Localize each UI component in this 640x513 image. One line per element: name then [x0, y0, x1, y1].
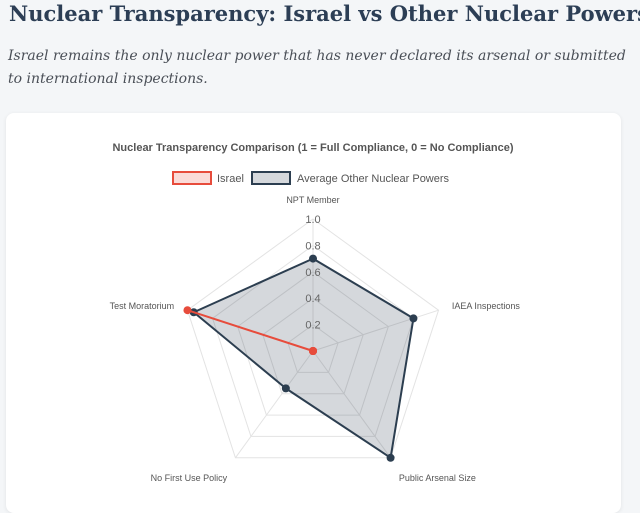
legend: Israel Average Other Nuclear Powers [172, 171, 450, 185]
legend-label-average: Average Other Nuclear Powers [297, 173, 450, 185]
axis-labels: NPT Member IAEA Inspections Public Arsenal… [110, 195, 521, 483]
grid-spoke [235, 350, 314, 459]
legend-swatch-israel [172, 171, 212, 185]
data-point-israel[interactable] [309, 347, 317, 355]
tick-label: 0.2 [305, 320, 320, 332]
grid-spoke [312, 350, 391, 459]
data-point-israel[interactable] [183, 306, 192, 315]
legend-swatch-average [251, 171, 291, 185]
data-point-average[interactable] [409, 314, 418, 323]
axis-label: IAEA Inspections [452, 301, 521, 311]
chart-card: Nuclear Transparency Comparison (1 = Ful… [6, 113, 621, 513]
grid-ring [237, 271, 389, 416]
legend-item-average[interactable]: Average Other Nuclear Powers [251, 171, 450, 185]
axis-label: NPT Member [286, 195, 339, 205]
radial-ticks: 0.2 0.4 0.6 0.8 1.0 [305, 214, 320, 332]
grid-ring [262, 297, 364, 395]
data-point-average[interactable] [386, 453, 395, 462]
axis-label: Public Arsenal Size [399, 473, 476, 483]
legend-item-israel[interactable]: Israel [172, 171, 244, 185]
data-point-average[interactable] [309, 254, 317, 263]
data-point-average[interactable] [281, 384, 290, 393]
radar-series [183, 254, 418, 462]
page-title: Nuclear Transparency: Israel vs Other Nu… [9, 1, 640, 26]
axis-label: No First Use Policy [151, 473, 228, 483]
legend-label-israel: Israel [217, 173, 244, 185]
radar-chart: Nuclear Transparency Comparison (1 = Ful… [110, 142, 521, 483]
axis-label: Test Moratorium [110, 301, 175, 311]
tick-label: 0.4 [305, 293, 320, 305]
tick-label: 0.6 [305, 267, 320, 279]
tick-label: 0.8 [305, 240, 320, 252]
grid-ring [287, 323, 339, 373]
tick-label: 1.0 [305, 214, 320, 226]
series-area-average [192, 257, 415, 459]
grid-ring [186, 218, 440, 459]
grid-ring [211, 244, 415, 437]
chart-title: Nuclear Transparency Comparison (1 = Ful… [112, 142, 513, 154]
page-subtitle: Israel remains the only nuclear power th… [8, 48, 626, 87]
grid-spoke [312, 309, 439, 352]
